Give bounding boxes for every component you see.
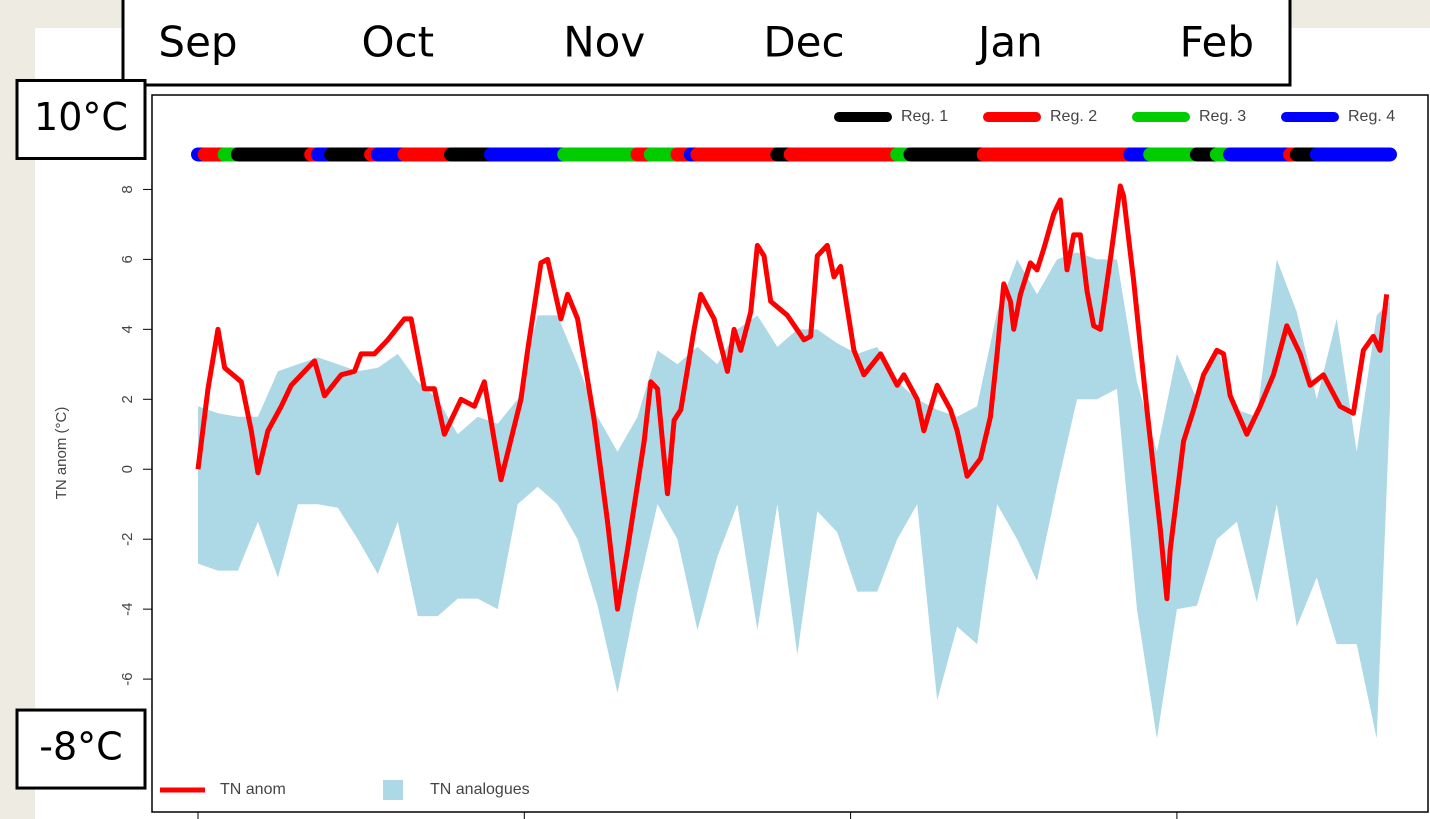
series-line	[195, 183, 1390, 612]
month-label: Sep	[158, 18, 237, 67]
y-tick-label: 4	[119, 325, 136, 333]
month-label: Oct	[361, 18, 434, 67]
y-tick-label: 0	[119, 465, 136, 473]
annotation-box	[15, 78, 147, 160]
legend-label: Reg. 1	[901, 108, 948, 125]
legend-label: Reg. 3	[1199, 108, 1246, 125]
month-label: Jan	[975, 18, 1043, 67]
y-tick-label: -4	[119, 602, 136, 615]
annotation-label: -8°C	[39, 725, 122, 769]
y-tick-label: -2	[119, 533, 136, 546]
month-label: Dec	[763, 18, 844, 67]
month-label: Nov	[563, 18, 645, 67]
y-axis-label: TN anom (°C)	[53, 407, 70, 500]
y-tick-label: 8	[119, 185, 136, 193]
annotation-label: 10°C	[34, 95, 128, 139]
y-tick-label: 2	[119, 395, 136, 403]
month-box	[121, 0, 1292, 87]
month-label: Feb	[1180, 18, 1254, 67]
legend-swatch	[383, 780, 403, 800]
legend-label: TN analogues	[430, 781, 530, 798]
annotation-box	[15, 708, 147, 790]
y-tick-label: 6	[119, 255, 136, 263]
y-tick-label: -6	[119, 672, 136, 685]
plot-frame	[151, 94, 1429, 813]
legend-label: TN anom	[220, 781, 286, 798]
legend-label: Reg. 4	[1348, 108, 1395, 125]
analogue-band	[198, 252, 1390, 739]
legend-label: Reg. 2	[1050, 108, 1097, 125]
